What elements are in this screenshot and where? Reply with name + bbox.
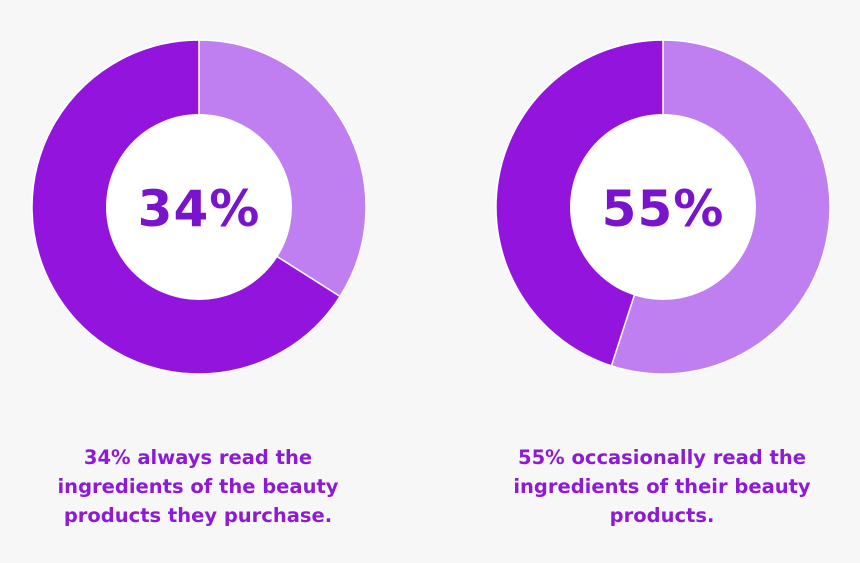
caption-always: 34% always read the ingredients of the b… [57,446,339,527]
donut-hole-always [106,114,292,300]
donut-hole-occasionally [570,114,756,300]
caption-occasionally: 55% occasionally read the ingredients of… [513,446,811,527]
center-label-occasionally: 55% [602,180,725,238]
center-label-always: 34% [138,180,261,238]
donut-chart-always: 34% [31,39,367,375]
donut-chart-occasionally: 55% [495,39,831,375]
